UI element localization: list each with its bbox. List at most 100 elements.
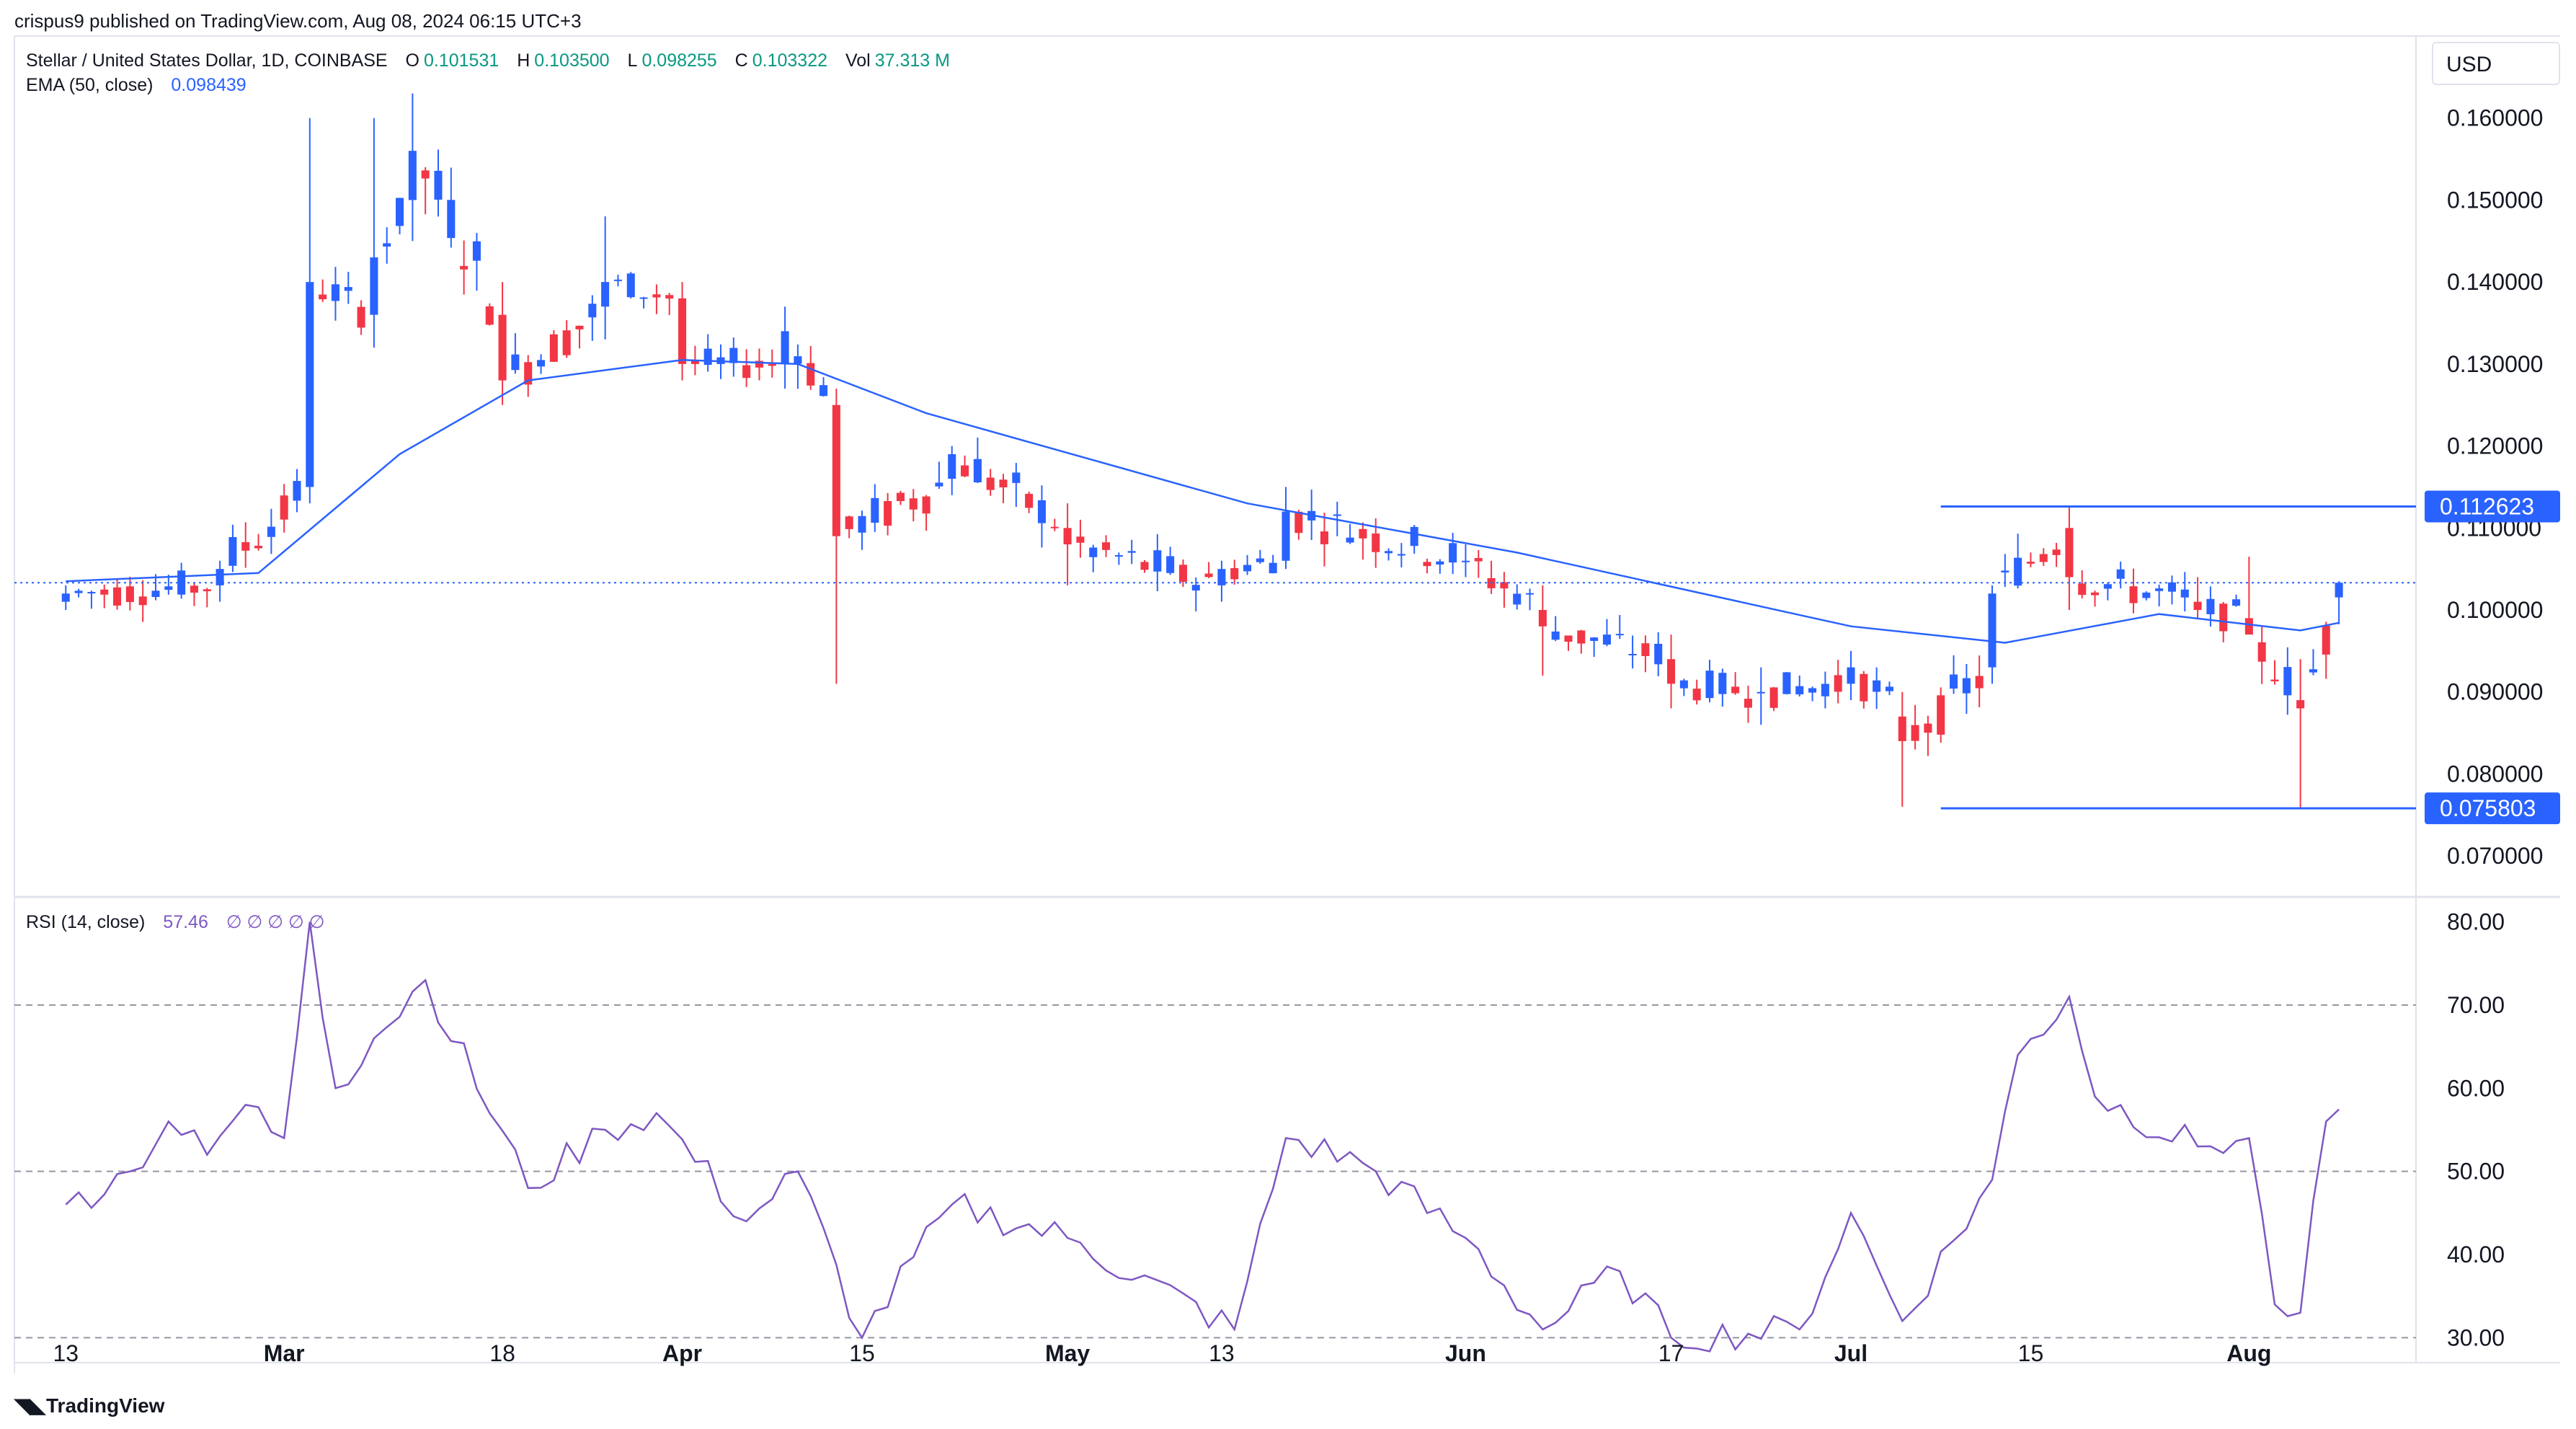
candle	[1795, 675, 1804, 696]
rsi-tick-label: 60.00	[2447, 1075, 2505, 1101]
candle-body	[588, 304, 597, 318]
candle-body	[1538, 610, 1547, 627]
symbol-text[interactable]: Stellar / United States Dollar, 1D, COIN…	[26, 50, 388, 71]
time-tick-label: Aug	[2226, 1340, 2271, 1366]
candle-body	[434, 170, 443, 200]
symbol-legend: Stellar / United States Dollar, 1D, COIN…	[26, 50, 950, 71]
candle-body	[1320, 531, 1328, 544]
candle-body	[1898, 716, 1906, 741]
candle-body	[1769, 687, 1778, 708]
candle-body	[1461, 560, 1470, 562]
time-tick-label: Mar	[264, 1340, 305, 1366]
candle	[151, 574, 160, 601]
open-value: 0.101531	[424, 50, 499, 71]
candle	[100, 584, 109, 609]
candle-body	[151, 590, 160, 598]
candle-body	[1359, 528, 1367, 539]
candle	[2052, 542, 2061, 567]
candle-body	[87, 592, 96, 594]
candle-body	[2052, 549, 2061, 555]
candle	[1461, 544, 1470, 578]
candle-body	[1025, 493, 1034, 508]
candle	[909, 489, 918, 522]
candle	[254, 534, 263, 551]
candle-body	[845, 516, 853, 529]
candle-body	[1628, 653, 1637, 655]
candle	[794, 344, 802, 389]
candle	[306, 118, 314, 504]
candle-body	[1217, 569, 1226, 585]
candle-body	[1153, 550, 1162, 572]
candle-body	[1885, 686, 1893, 691]
published-text: crispus9 published on TradingView.com, A…	[14, 10, 582, 32]
candle-body	[2065, 528, 2074, 578]
candle	[216, 560, 224, 602]
candle-body	[922, 496, 931, 514]
currency-button[interactable]: USD	[2432, 42, 2560, 85]
candle	[845, 516, 853, 539]
candle	[524, 355, 533, 397]
candle-body	[909, 498, 918, 510]
tradingview-brand: TradingView	[46, 1394, 165, 1417]
candle-body	[2309, 669, 2317, 673]
candle	[2309, 649, 2317, 676]
candle-body	[1615, 634, 1624, 636]
candle	[613, 275, 622, 287]
candle-body	[100, 589, 109, 595]
low-value: 0.098255	[641, 50, 717, 71]
candle-body	[421, 170, 430, 179]
candle	[1924, 715, 1932, 756]
rsi-tick-label: 50.00	[2447, 1159, 2505, 1185]
candle-body	[1385, 551, 1393, 554]
candle	[241, 522, 250, 568]
candle	[626, 272, 635, 298]
rsi-placeholder-5: ∅	[308, 912, 325, 932]
candle	[896, 490, 905, 505]
candle-body	[1230, 567, 1239, 580]
candle	[1037, 485, 1046, 548]
candle-body	[999, 479, 1008, 487]
candle	[434, 149, 443, 217]
rsi-tick-label: 40.00	[2447, 1242, 2505, 1267]
candle	[1050, 518, 1059, 531]
candle	[61, 585, 70, 610]
rsi-label[interactable]: RSI (14, close)	[26, 912, 146, 932]
candle-body	[396, 198, 404, 226]
rsi-tick-label: 70.00	[2447, 992, 2505, 1018]
candle-body	[1873, 680, 1881, 692]
candle-body	[1436, 561, 1444, 565]
candle	[1718, 668, 1727, 707]
candle	[2001, 554, 2009, 588]
candle	[1153, 534, 1162, 592]
price-tick-label: 0.100000	[2447, 597, 2543, 623]
candle-body	[871, 497, 879, 523]
candle	[293, 469, 301, 513]
candle	[703, 334, 712, 372]
candle-body	[2322, 625, 2330, 655]
candle	[1282, 487, 1290, 570]
candle	[1628, 635, 1637, 669]
candle	[1025, 491, 1034, 513]
ema-label[interactable]: EMA (50, close)	[26, 75, 154, 95]
price-label-box	[2425, 792, 2560, 825]
candle-body	[549, 334, 558, 362]
candle	[1692, 679, 1701, 705]
tradingview-logo[interactable]: ◥◣TradingView	[14, 1394, 164, 1417]
candle-body	[1513, 593, 1522, 605]
candle	[1885, 681, 1893, 696]
candle	[2335, 581, 2343, 624]
candle-body	[1667, 659, 1676, 684]
candle-body	[1372, 533, 1380, 552]
candle	[421, 167, 430, 215]
candle-body	[884, 500, 892, 526]
candle	[1076, 519, 1085, 558]
candle	[1988, 585, 1997, 684]
candle-body	[2001, 570, 2009, 572]
candle-body	[820, 385, 828, 397]
price-label-text: 0.075803	[2440, 795, 2536, 821]
candle-body	[2155, 588, 2164, 591]
candle-body	[1204, 573, 1213, 578]
candle-body	[2283, 667, 2292, 696]
candle	[2257, 626, 2266, 684]
